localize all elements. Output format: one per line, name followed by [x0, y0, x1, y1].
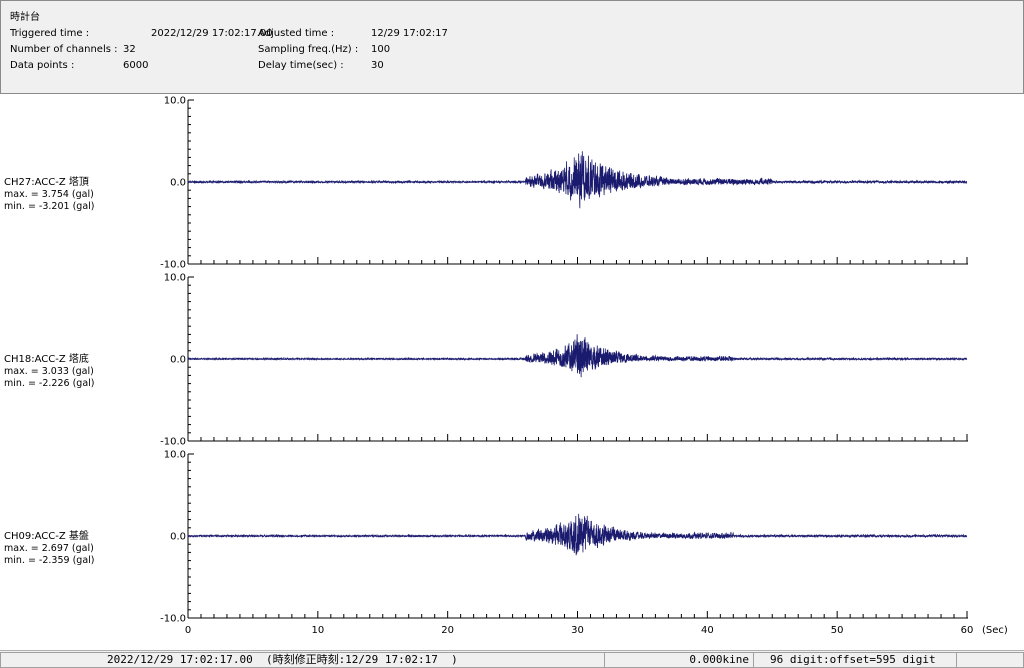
channel-max-label: max. = 2.697 (gal)	[4, 543, 94, 554]
y-tick-label: 10.0	[164, 450, 186, 461]
y-tick-label: 0.0	[170, 355, 186, 366]
data-points-label: Data points :	[10, 60, 75, 71]
channel-name-label: CH18:ACC-Z 塔底	[4, 352, 89, 365]
channel-panel-1	[187, 99, 968, 265]
waveform-trace	[187, 151, 968, 209]
status-digit: 96 digit:offset=595 digit	[753, 652, 971, 668]
channel-max-label: max. = 3.754 (gal)	[4, 189, 94, 200]
data-points-value: 6000	[123, 60, 149, 71]
status-bar: 2022/12/29 17:02:17.00 (時刻修正時刻:12/29 17:…	[0, 650, 1024, 668]
channel-min-label: min. = -3.201 (gal)	[4, 201, 94, 212]
waveform-trace	[187, 334, 968, 378]
y-tick-label: -10.0	[160, 260, 186, 271]
x-tick-label: 30	[571, 625, 584, 636]
x-tick-label: 50	[831, 625, 844, 636]
triggered-time-value: 2022/12/29 17:02:17.00	[151, 28, 273, 39]
x-tick-label: 10	[311, 625, 324, 636]
channel-name-label: CH09:ACC-Z 基盤	[4, 529, 89, 542]
record-info-header: 時計台 Triggered time : 2022/12/29 17:02:17…	[0, 0, 1024, 94]
delay-time-value: 30	[371, 60, 384, 71]
channels-value: 32	[123, 44, 136, 55]
y-tick-label: 0.0	[170, 532, 186, 543]
status-time: 2022/12/29 17:02:17.00 (時刻修正時刻:12/29 17:…	[0, 652, 710, 668]
channels-label: Number of channels :	[10, 44, 118, 55]
x-tick-label: 40	[701, 625, 714, 636]
y-tick-label: -10.0	[160, 437, 186, 448]
sampling-freq-value: 100	[371, 44, 391, 55]
delay-time-label: Delay time(sec) :	[258, 60, 344, 71]
x-tick-label: 0	[185, 625, 191, 636]
channel-panel-3	[187, 453, 968, 619]
status-extra	[956, 652, 1024, 668]
status-velocity: 0.000kine	[604, 652, 754, 668]
x-axis-unit-label: (Sec)	[982, 625, 1008, 636]
sampling-freq-label: Sampling freq.(Hz) :	[258, 44, 359, 55]
channel-min-label: min. = -2.226 (gal)	[4, 378, 94, 389]
channel-panel-2	[187, 276, 968, 442]
triggered-time-label: Triggered time :	[10, 28, 90, 39]
y-tick-label: -10.0	[160, 614, 186, 625]
station-name: 時計台	[10, 12, 40, 23]
y-tick-label: 0.0	[170, 178, 186, 189]
adjusted-time-label: Adjusted time :	[258, 28, 335, 39]
x-tick-label: 20	[441, 625, 454, 636]
y-tick-label: 10.0	[164, 96, 186, 107]
channel-min-label: min. = -2.359 (gal)	[4, 555, 94, 566]
y-tick-label: 10.0	[164, 273, 186, 284]
x-tick-label: 60	[961, 625, 974, 636]
channel-max-label: max. = 3.033 (gal)	[4, 366, 94, 377]
channel-name-label: CH27:ACC-Z 塔頂	[4, 175, 89, 188]
waveform-trace	[187, 513, 968, 556]
adjusted-time-value: 12/29 17:02:17	[371, 28, 448, 39]
